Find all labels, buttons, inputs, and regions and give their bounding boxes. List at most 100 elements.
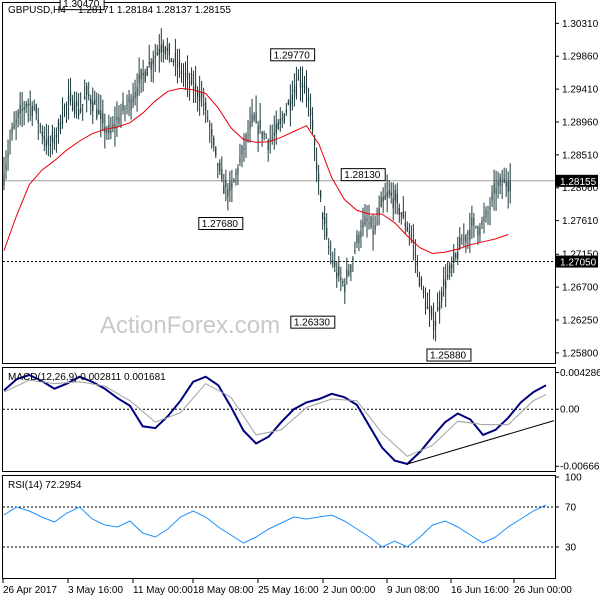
- candle-body: [150, 61, 152, 70]
- candle-body: [469, 229, 471, 240]
- candle-body: [386, 192, 388, 197]
- candle-body: [205, 102, 207, 111]
- annotation-label: 1.26330: [294, 318, 331, 329]
- candle-body: [186, 70, 189, 80]
- candle-body: [293, 89, 296, 92]
- candle-body: [322, 212, 324, 220]
- candle-body: [489, 207, 491, 210]
- candle-body: [19, 104, 21, 114]
- candle-body: [315, 162, 318, 171]
- candle-body: [45, 140, 47, 147]
- candle-body: [245, 134, 247, 141]
- candle-body: [509, 180, 511, 192]
- time-tick-label: 26 Apr 2017: [3, 585, 57, 596]
- candle-body: [324, 217, 326, 225]
- candle-body: [76, 100, 78, 107]
- bottom-axis: 26 Apr 2017 3 May 16:00 11 May 00:00 18 May…: [2, 578, 572, 596]
- price-tick-label: 1.27610: [562, 216, 599, 227]
- candle-body: [475, 225, 477, 227]
- candle-body: [67, 94, 70, 104]
- chart-header-symbol: GBPUSD,H4: [8, 5, 66, 16]
- candle-body: [434, 321, 437, 327]
- candle-body: [443, 279, 445, 286]
- candle-body: [128, 96, 130, 103]
- candle-body: [154, 56, 156, 58]
- candle-body: [160, 45, 162, 53]
- candle-body: [364, 216, 366, 225]
- candle-body: [78, 109, 80, 116]
- candle-body: [213, 137, 215, 146]
- candle-body: [354, 250, 356, 253]
- rsi-grid: [3, 506, 555, 548]
- ma-line: [3, 87, 509, 255]
- candle-body: [432, 320, 435, 331]
- candle-body: [398, 207, 400, 215]
- candle-body: [362, 222, 364, 228]
- candle-body: [51, 131, 54, 142]
- candle-body: [136, 87, 138, 97]
- candle-body: [503, 178, 505, 183]
- candle-body: [267, 140, 269, 151]
- candle-body: [479, 227, 481, 236]
- candle-body: [368, 222, 370, 225]
- candle-body: [289, 99, 291, 111]
- support-price-tag-label: 1.27050: [560, 258, 597, 269]
- candle-body: [124, 108, 126, 110]
- candle-body: [11, 126, 13, 134]
- candle-body: [263, 133, 265, 135]
- candle-body: [194, 83, 197, 89]
- candle-body: [358, 234, 360, 244]
- candle-body: [59, 122, 62, 132]
- candle-body: [449, 264, 451, 274]
- candle-body: [420, 278, 423, 286]
- candle-body: [108, 125, 110, 134]
- price-tick-label: 1.26250: [562, 316, 599, 327]
- price-tick-label: 1.25800: [562, 348, 599, 359]
- candle-body: [392, 198, 394, 209]
- price-tick-label: 1.29410: [562, 85, 599, 96]
- candle-body: [380, 197, 382, 207]
- candle-body: [223, 185, 225, 194]
- rsi-tick-label: 70: [565, 503, 577, 514]
- support-price-tag: [556, 255, 598, 268]
- macd-title: MACD(12,26,9) 0.002811 0.001681: [8, 372, 166, 383]
- candle-body: [164, 47, 166, 55]
- price-tick-label: 1.28960: [562, 117, 599, 128]
- candle-body: [376, 221, 378, 223]
- candle-body: [192, 86, 195, 91]
- candle-body: [360, 230, 362, 238]
- candle-body: [207, 117, 209, 119]
- main-grid: [3, 180, 555, 263]
- candle-body: [130, 99, 132, 110]
- candle-body: [65, 104, 68, 107]
- annotation-label: 1.25880: [430, 351, 467, 362]
- candle-body: [43, 136, 45, 140]
- candle-body: [182, 73, 185, 75]
- rsi-lines: [3, 504, 547, 548]
- annotation-label: 1.28130: [344, 170, 381, 181]
- candle-body: [408, 231, 410, 234]
- candle-body: [84, 96, 86, 100]
- candle-body: [299, 80, 302, 88]
- candle-body: [148, 62, 150, 65]
- candle-body: [201, 93, 203, 97]
- candle-body: [27, 103, 29, 106]
- candle-body: [98, 110, 100, 115]
- candle-body: [190, 73, 193, 85]
- candle-body: [390, 192, 392, 196]
- macd-lines: [3, 373, 555, 466]
- candle-body: [249, 121, 251, 130]
- candle-body: [414, 254, 417, 256]
- price-annotation: 1.26330: [290, 315, 336, 329]
- candle-body: [174, 53, 177, 63]
- candle-body: [366, 218, 368, 222]
- annotation-box: [270, 48, 316, 62]
- macd-tick-label: 0.004286: [560, 368, 600, 379]
- candle-body: [47, 136, 49, 145]
- time-tick-label: 11 May 00:00: [133, 585, 193, 596]
- candle-body: [318, 173, 320, 181]
- candle-body: [334, 262, 336, 267]
- price-tick-label: 1.26700: [562, 283, 599, 294]
- candle-body: [499, 176, 501, 186]
- price-tick-label: 1.29860: [562, 52, 599, 63]
